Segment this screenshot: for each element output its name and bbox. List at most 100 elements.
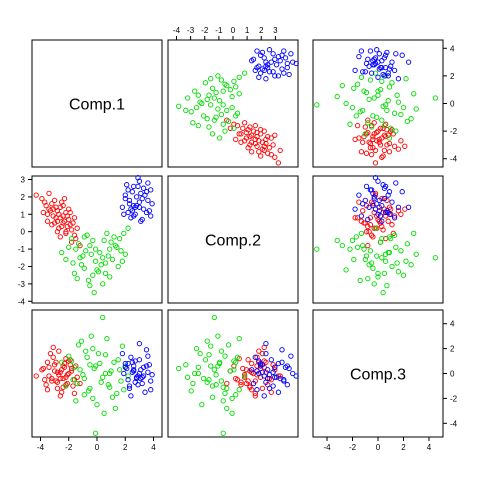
point-g1-46 [363, 229, 370, 235]
point-g2-48 [195, 92, 201, 98]
point-g1-21 [275, 160, 282, 166]
point-g3-40 [405, 204, 412, 210]
point-g3-32 [362, 69, 368, 75]
point-g1-7 [44, 211, 51, 217]
point-g3-36 [371, 195, 377, 202]
point-g1-34 [249, 149, 255, 155]
point-g2-30 [98, 262, 104, 268]
point-g3-23 [368, 187, 375, 193]
point-g2-47 [314, 246, 320, 252]
point-g2-28 [109, 256, 116, 263]
point-g1-48 [57, 375, 63, 382]
point-g2-40 [339, 82, 345, 89]
point-g3-28 [375, 211, 381, 217]
point-g3-14 [273, 374, 280, 380]
point-g3-9 [281, 48, 287, 54]
point-g3-35 [385, 192, 391, 198]
point-g3-36 [272, 56, 278, 62]
panel-r2-c1 [31, 175, 163, 304]
point-g1-33 [374, 129, 380, 136]
point-g2-18 [233, 84, 239, 90]
point-g3-40 [136, 340, 143, 347]
point-g3-29 [145, 180, 151, 186]
point-g1-11 [381, 147, 388, 154]
point-g3-23 [125, 377, 131, 383]
point-g2-26 [241, 70, 248, 76]
left-tick-label: -1 [18, 245, 26, 254]
bottom-tick-label: 0 [376, 443, 381, 452]
point-g2-15 [118, 248, 124, 254]
point-g2-6 [220, 398, 226, 404]
point-g2-48 [375, 270, 381, 277]
point-g2-8 [90, 345, 96, 352]
point-g1-24 [395, 208, 402, 214]
point-g3-28 [375, 74, 381, 80]
point-g1-9 [68, 227, 75, 233]
point-g2-15 [367, 248, 374, 254]
point-g3-40 [405, 59, 412, 65]
point-g1-48 [370, 234, 376, 240]
left-tick-label: 1 [21, 210, 26, 219]
point-g2-41 [384, 282, 390, 289]
point-g2-6 [220, 121, 226, 127]
point-g2-44 [211, 95, 217, 101]
panel-r3-c2 [167, 309, 299, 438]
point-g2-42 [220, 88, 226, 94]
point-g3-4 [270, 369, 276, 375]
point-g2-30 [204, 96, 210, 103]
point-g1-43 [71, 390, 78, 397]
point-g3-32 [126, 197, 133, 204]
diag-label-comp-2: Comp.2 [205, 233, 261, 250]
point-g2-45 [190, 120, 196, 126]
point-g2-45 [190, 380, 196, 387]
point-g2-45 [365, 275, 371, 282]
point-g2-38 [95, 269, 102, 275]
point-g3-22 [389, 199, 395, 205]
point-g3-29 [288, 353, 294, 359]
point-g2-26 [125, 373, 131, 379]
point-g2-10 [68, 235, 75, 242]
point-g3-11 [290, 370, 296, 377]
point-g2-25 [218, 111, 225, 118]
point-g1-33 [254, 129, 260, 136]
point-g2-23 [71, 364, 78, 370]
point-g3-40 [263, 340, 269, 347]
point-g3-32 [270, 69, 276, 75]
point-g1-39 [365, 242, 371, 249]
point-g2-24 [229, 410, 235, 416]
point-g2-47 [220, 430, 226, 436]
point-g2-32 [389, 80, 395, 86]
point-g3-5 [135, 183, 141, 190]
point-g2-47 [92, 246, 99, 252]
point-g3-28 [256, 74, 262, 80]
point-g2-23 [381, 122, 388, 129]
bottom-tick-label: -2 [65, 443, 73, 452]
point-g2-14 [408, 262, 414, 268]
point-g2-33 [188, 109, 194, 115]
point-g2-21 [413, 251, 419, 257]
point-g2-26 [241, 373, 248, 379]
point-g2-42 [361, 88, 367, 94]
point-g2-22 [236, 387, 242, 393]
point-g3-2 [370, 190, 376, 197]
point-g3-40 [263, 59, 269, 65]
point-g1-23 [366, 229, 372, 235]
point-g2-15 [218, 77, 225, 83]
point-g2-27 [380, 289, 386, 296]
point-g2-34 [411, 91, 417, 97]
point-g2-40 [112, 405, 119, 412]
point-g2-38 [395, 269, 402, 275]
diag-label-comp-1: Comp.1 [69, 97, 125, 114]
point-g1-23 [54, 379, 61, 385]
point-g2-39 [206, 124, 212, 130]
point-g1-49 [50, 206, 56, 212]
left-tick-label: -2 [18, 262, 26, 271]
point-g2-29 [225, 342, 232, 348]
point-g2-41 [87, 362, 93, 368]
point-g3-12 [266, 385, 273, 392]
point-g2-14 [408, 116, 414, 122]
point-g2-21 [88, 333, 94, 339]
point-g3-18 [374, 47, 380, 53]
point-g3-33 [279, 52, 285, 58]
panel-frame [312, 175, 444, 304]
